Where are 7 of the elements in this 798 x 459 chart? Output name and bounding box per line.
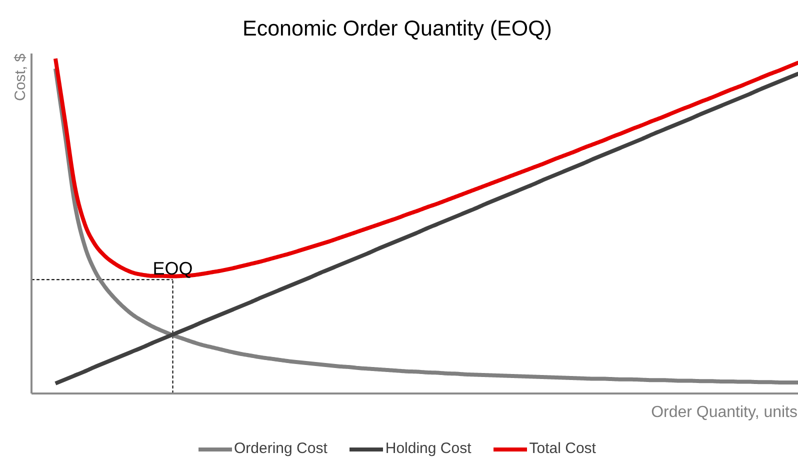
y-axis-title: Cost, $ [12,52,29,102]
x-axis-title: Order Quantity, units [651,404,798,421]
chart-title: Economic Order Quantity (EOQ) [242,16,552,40]
legend-label: Total Cost [529,440,596,457]
annotation: EOQ [152,258,193,278]
legend-label: Holding Cost [385,440,472,457]
legend-label: Ordering Cost [234,440,328,457]
